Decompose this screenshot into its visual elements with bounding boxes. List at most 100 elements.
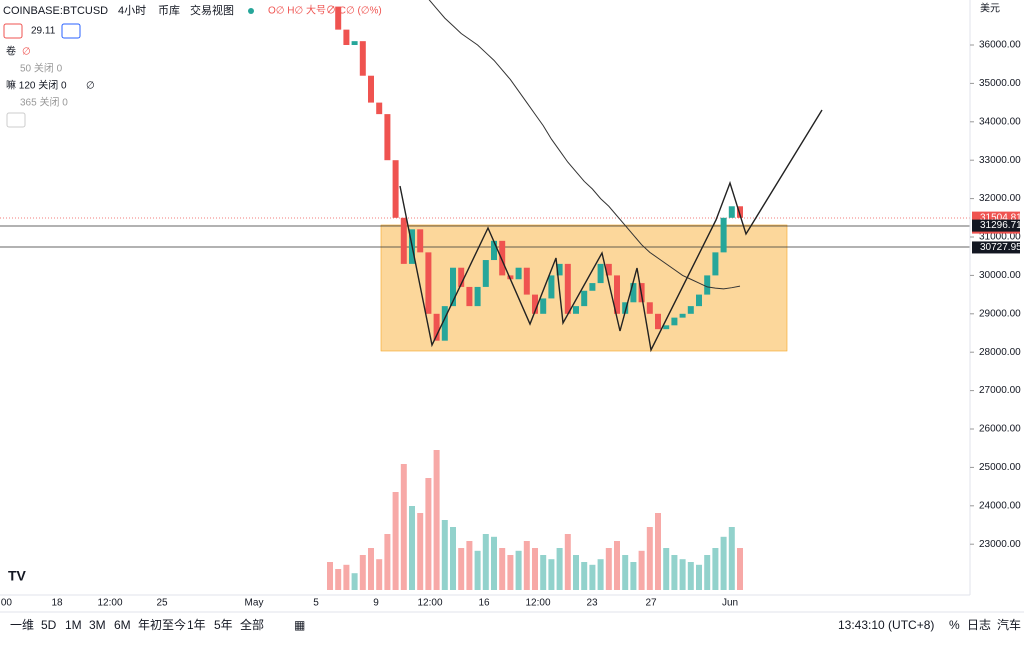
range-button[interactable]: 1年 bbox=[187, 618, 206, 632]
candle-body bbox=[351, 41, 358, 45]
option[interactable]: 日志 bbox=[967, 618, 991, 632]
clock: 13:43:10 (UTC+8) bbox=[838, 618, 934, 632]
volume-bar bbox=[359, 555, 366, 590]
candle-body bbox=[696, 294, 702, 307]
candle-body bbox=[392, 160, 399, 218]
volume-bar bbox=[720, 536, 727, 590]
volume-bar bbox=[417, 513, 424, 590]
volume-bar bbox=[351, 573, 358, 590]
range-button[interactable]: 1M bbox=[65, 618, 82, 632]
candle-body bbox=[491, 240, 497, 261]
candle-body bbox=[679, 313, 686, 318]
candle-body bbox=[589, 283, 596, 291]
candle-body bbox=[646, 302, 653, 314]
candle-body bbox=[564, 263, 571, 314]
y-tick-label: 33000.00 bbox=[979, 155, 1021, 166]
candle-body bbox=[663, 325, 670, 330]
volume-bar bbox=[441, 520, 448, 590]
y-tick-label: 34000.00 bbox=[979, 116, 1021, 127]
range-button[interactable]: 一维 bbox=[10, 618, 34, 632]
range-button[interactable]: 年初至今 bbox=[138, 617, 186, 632]
button[interactable] bbox=[61, 23, 81, 39]
volume-bar bbox=[548, 559, 555, 590]
volume-bar bbox=[597, 559, 604, 590]
volume-bar bbox=[622, 555, 629, 590]
price-tag-label: 31504.81 bbox=[980, 212, 1022, 223]
candle-body bbox=[614, 275, 620, 314]
exchange: 币库 bbox=[158, 4, 180, 17]
volume-bar bbox=[515, 550, 522, 590]
x-tick-label: May bbox=[245, 598, 264, 609]
volume-bar bbox=[589, 564, 596, 590]
moving-average bbox=[428, 0, 741, 290]
source: 交易视图 bbox=[190, 3, 234, 17]
volume-bar bbox=[425, 478, 432, 590]
candle-body bbox=[540, 298, 547, 314]
volume-bar bbox=[737, 548, 743, 590]
volume-bar bbox=[433, 450, 440, 590]
candle-body bbox=[499, 240, 506, 276]
option[interactable]: 汽车 bbox=[997, 617, 1021, 632]
x-tick-label: 12:00 bbox=[417, 598, 442, 609]
volume-bar bbox=[450, 527, 456, 590]
range-button[interactable]: 5年 bbox=[214, 618, 233, 632]
price-tag-label: 31296.71 bbox=[980, 220, 1022, 231]
volume-bar bbox=[556, 548, 563, 590]
indicator: 卷 bbox=[6, 45, 16, 58]
candle-body bbox=[605, 263, 612, 276]
volume-bar bbox=[630, 562, 637, 590]
interval: 4小时 bbox=[118, 4, 146, 17]
x-tick-label: Jun bbox=[722, 598, 738, 609]
volume-bar bbox=[343, 564, 350, 590]
volume-bar bbox=[679, 559, 686, 590]
candle-body bbox=[581, 290, 588, 307]
currency: 美元 bbox=[980, 2, 1000, 15]
candle-body bbox=[737, 206, 743, 218]
candle-body bbox=[712, 252, 719, 276]
y-tick-label: 23000.00 bbox=[979, 539, 1021, 550]
y-tick-label: 31000.00 bbox=[979, 232, 1021, 243]
candle-body bbox=[417, 229, 424, 253]
y-tick-label: 29000.00 bbox=[979, 308, 1021, 319]
collapse-button[interactable] bbox=[6, 112, 26, 128]
x-tick-label: 9 bbox=[373, 598, 379, 609]
option[interactable]: % bbox=[949, 618, 960, 632]
x-tick-label: 18 bbox=[51, 598, 63, 609]
range-button[interactable]: 6M bbox=[114, 618, 131, 632]
candle-body bbox=[671, 317, 678, 326]
volume-bar bbox=[655, 513, 661, 590]
button[interactable] bbox=[3, 23, 23, 39]
candle-body bbox=[359, 41, 366, 76]
volume-bar bbox=[564, 534, 571, 590]
candle-body bbox=[548, 275, 555, 299]
range-button[interactable]: 3M bbox=[89, 618, 106, 632]
volume-bar bbox=[696, 564, 702, 590]
volume-bar bbox=[540, 555, 547, 590]
volume-bar bbox=[638, 550, 645, 590]
y-tick-label: 32000.00 bbox=[979, 193, 1021, 204]
price-tag bbox=[972, 241, 1020, 254]
x-tick-label: 12:00 bbox=[525, 598, 550, 609]
x-tick-label: 23 bbox=[586, 598, 598, 609]
volume-bar bbox=[384, 534, 391, 590]
y-tick-label: 25000.00 bbox=[979, 462, 1021, 473]
volume-bar bbox=[409, 506, 415, 590]
volume-bar bbox=[712, 548, 719, 590]
candle-body bbox=[384, 114, 391, 161]
candle-body bbox=[450, 267, 456, 307]
calendar-icon[interactable]: ▦ bbox=[294, 618, 305, 632]
candle-body bbox=[441, 306, 448, 341]
candle-body bbox=[523, 267, 530, 295]
volume-bar bbox=[335, 569, 342, 590]
range-button[interactable]: 5D bbox=[41, 618, 57, 632]
candle-body bbox=[655, 313, 661, 330]
candle-body bbox=[515, 267, 522, 280]
y-tick-label: 30000.00 bbox=[979, 270, 1021, 281]
volume-bar bbox=[728, 527, 735, 590]
candle-body bbox=[507, 275, 514, 280]
volume-bar bbox=[646, 527, 653, 590]
range-button[interactable]: 全部 bbox=[240, 617, 264, 632]
symbol: COINBASE:BTCUSD bbox=[3, 5, 108, 17]
y-tick-label: 36000.00 bbox=[979, 40, 1021, 51]
